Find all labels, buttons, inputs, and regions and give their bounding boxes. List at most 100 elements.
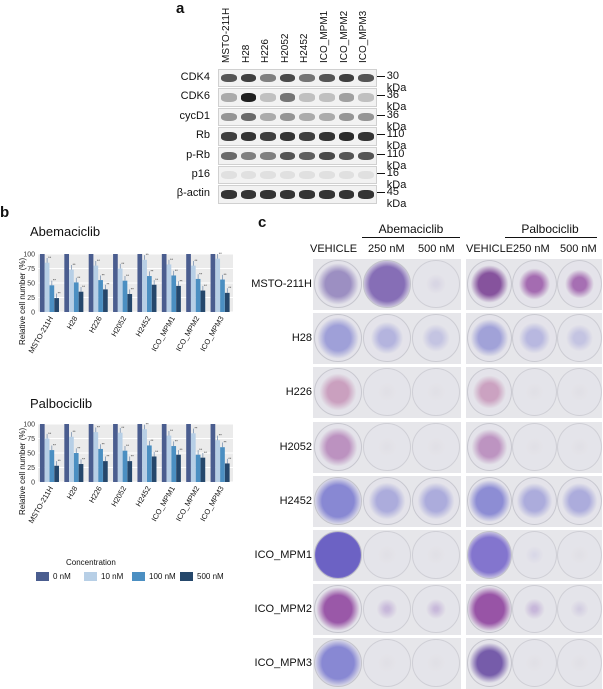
blot-protein-label: p-Rb xyxy=(186,148,210,161)
blot-band xyxy=(279,151,296,160)
bar xyxy=(215,258,221,312)
colony-dish xyxy=(314,260,362,308)
lane-label: MSTO-211H xyxy=(221,7,232,63)
kda-label: 36 kDa xyxy=(386,108,407,133)
bar xyxy=(117,268,123,312)
significance-mark: ** xyxy=(146,252,150,257)
bar xyxy=(88,254,94,312)
blot-band xyxy=(358,112,374,122)
panel-b-letter: b xyxy=(0,204,10,221)
significance-mark: ** xyxy=(102,272,106,277)
colony-dish xyxy=(363,639,411,688)
bar xyxy=(69,436,74,482)
significance-mark: ** xyxy=(58,290,62,295)
significance-mark: ** xyxy=(228,285,232,290)
plate-row-label: ICO_MPM1 xyxy=(254,549,312,561)
bar xyxy=(220,447,225,482)
y-tick-label: 100 xyxy=(23,252,35,259)
colony-dish xyxy=(412,639,460,688)
blot-band xyxy=(358,74,374,83)
kda-label: 36 kDa xyxy=(386,89,407,114)
blot-band xyxy=(319,171,335,180)
colony-dish xyxy=(412,260,460,308)
blot-band xyxy=(260,93,276,102)
blot-strip xyxy=(218,127,377,146)
bar xyxy=(210,424,216,482)
blot-band xyxy=(260,112,276,122)
blot-strip xyxy=(218,146,377,165)
bar xyxy=(200,457,206,482)
colony-dish xyxy=(363,260,411,308)
significance-mark: ** xyxy=(72,262,76,267)
legend-label: 500 nM xyxy=(197,572,224,581)
blot-protein-label: CDK6 xyxy=(180,90,210,103)
plate-row-label: H28 xyxy=(291,332,312,345)
palbociclib-bar-chart: 0255075100******MSTO-211H******H28******… xyxy=(23,422,233,525)
bar xyxy=(147,276,152,312)
bar xyxy=(93,432,99,482)
bar xyxy=(166,435,172,482)
bar xyxy=(161,424,167,482)
bar xyxy=(220,279,225,312)
bar xyxy=(176,454,181,482)
x-category-label: ICO_MPM1 xyxy=(150,315,177,353)
blot-band xyxy=(221,132,237,141)
legend-item: 500 nM xyxy=(180,572,224,581)
plate-row-label: H2052 xyxy=(279,440,312,453)
significance-mark: ** xyxy=(175,438,179,443)
blot-band xyxy=(221,151,237,160)
x-category-label: H28 xyxy=(65,485,80,501)
colony-dish xyxy=(512,476,557,525)
significance-mark: ** xyxy=(82,284,86,289)
bar xyxy=(127,294,133,312)
significance-mark: ** xyxy=(175,268,179,273)
plate-column-heading: 500 nM xyxy=(560,243,597,255)
colony-dish xyxy=(363,368,411,417)
colony-dish xyxy=(467,260,512,308)
blot-band xyxy=(358,151,374,160)
bar xyxy=(122,280,128,312)
blot-band xyxy=(299,93,315,102)
blot-band xyxy=(299,74,315,83)
lane-label: ICO_MPM2 xyxy=(338,10,350,63)
significance-mark: ** xyxy=(155,449,159,454)
blot-strip xyxy=(218,69,377,88)
significance-mark: ** xyxy=(204,450,208,455)
bar xyxy=(171,446,177,482)
colony-dish xyxy=(557,260,602,308)
colony-dish xyxy=(512,585,557,634)
colony-dish xyxy=(557,422,602,471)
significance-mark: ** xyxy=(170,257,174,262)
colony-dish xyxy=(412,368,460,417)
blot-strip xyxy=(218,88,377,107)
bar xyxy=(98,448,103,482)
x-category-label: ICO_MPM2 xyxy=(174,485,201,523)
blot-band xyxy=(240,112,257,122)
significance-mark: ** xyxy=(121,425,125,430)
bar xyxy=(113,424,118,482)
plate-row-label: ICO_MPM2 xyxy=(254,603,312,616)
blot-band xyxy=(299,151,315,160)
legend-label: 10 nM xyxy=(101,572,124,581)
blot-band xyxy=(221,112,237,122)
blot-protein-label: CDK4 xyxy=(180,71,210,83)
plate-row-label: ICO_MPM3 xyxy=(254,657,312,670)
bar xyxy=(147,445,152,482)
colony-dish xyxy=(557,585,602,634)
kda-tick xyxy=(376,173,385,174)
colony-dish xyxy=(314,531,362,579)
significance-mark: ** xyxy=(223,440,227,445)
y-tick-label: 25 xyxy=(27,295,35,302)
significance-mark: ** xyxy=(97,424,101,429)
blot-band xyxy=(279,93,296,102)
bar xyxy=(39,254,45,312)
colony-dish xyxy=(512,260,557,308)
bar xyxy=(103,461,108,482)
bar xyxy=(78,464,84,482)
significance-mark: ** xyxy=(53,442,57,447)
bar xyxy=(49,450,55,482)
significance-mark: ** xyxy=(199,271,203,276)
kda-tick xyxy=(376,76,385,77)
bar xyxy=(161,254,167,312)
significance-mark: ** xyxy=(180,447,184,452)
